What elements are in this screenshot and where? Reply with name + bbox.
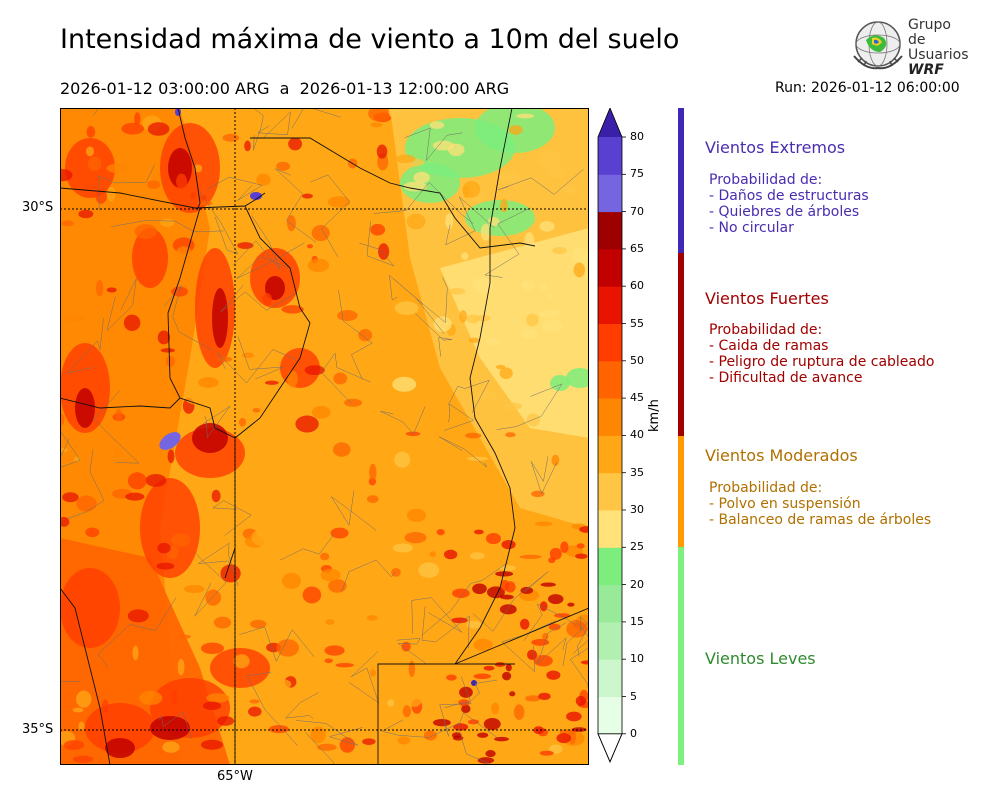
colorbar	[597, 108, 626, 763]
category-title-fuertes: Vientos Fuertes	[705, 289, 829, 308]
category-line: - Quiebres de árboles	[709, 204, 860, 220]
colorbar-tick-label: 15	[630, 614, 644, 628]
category-bar-fuertes	[678, 253, 684, 436]
lat-label-35s: 35°S	[22, 722, 54, 737]
colorbar-extend-min	[597, 733, 623, 763]
colorbar-tick-label: 70	[630, 204, 644, 218]
category-line: - Caida de ramas	[709, 338, 829, 354]
category-text-extremos: Probabilidad de: - Daños de estructuras …	[709, 172, 869, 236]
map-frame	[60, 108, 589, 765]
colorbar-bin	[598, 472, 622, 511]
wrf-logo: Grupo de Usuarios WRF	[850, 17, 970, 78]
lat-label-30s: 30°S	[22, 200, 54, 215]
colorbar-tick-label: 5	[630, 689, 637, 703]
category-bar-moderados	[678, 436, 684, 547]
colorbar-bin	[598, 137, 622, 175]
category-line: - Balanceo de ramas de árboles	[709, 512, 932, 528]
colorbar-bin	[598, 621, 622, 660]
map-title: Intensidad máxima de viento a 10m del su…	[60, 24, 680, 55]
logo-line-3: WRF	[908, 62, 944, 78]
colorbar-tick-label: 45	[630, 391, 644, 405]
run-time: Run: 2026-01-12 06:00:00	[775, 80, 960, 96]
category-title-moderados: Vientos Moderados	[705, 446, 858, 465]
wind-field	[60, 108, 589, 765]
colorbar-bin	[598, 696, 622, 735]
colorbar-bin	[598, 510, 622, 548]
category-line: Probabilidad de:	[709, 480, 823, 496]
category-line: - Daños de estructuras	[709, 188, 869, 204]
colorbar-bin	[598, 659, 622, 697]
colorbar-bin	[598, 547, 622, 586]
department-boundaries	[60, 108, 589, 765]
wind-map	[60, 108, 589, 765]
category-text-moderados: Probabilidad de: - Polvo en suspensión -…	[709, 480, 931, 528]
logo-line-1: Grupo de	[908, 17, 951, 48]
colorbar-bin	[598, 248, 622, 287]
lon-label-65w: 65°W	[217, 769, 253, 784]
category-line: Probabilidad de:	[709, 172, 823, 188]
colorbar-tick-label: 60	[630, 279, 644, 293]
colorbar-tick-label: 75	[630, 167, 644, 181]
colorbar-bin	[598, 360, 622, 399]
category-title-extremos: Vientos Extremos	[705, 138, 846, 157]
category-line: - Dificultad de avance	[709, 370, 863, 386]
globe-logo-icon	[853, 21, 903, 70]
colorbar-tick-label: 80	[630, 130, 644, 143]
colorbar-tick-label: 35	[630, 465, 644, 479]
category-bar-leves	[678, 547, 684, 765]
colorbar-tick-label: 65	[630, 241, 644, 255]
colorbar-tick-label: 20	[630, 577, 644, 591]
colorbar-tick-label: 40	[630, 428, 644, 442]
category-line: Probabilidad de:	[709, 322, 823, 338]
logo-line-2: Usuarios	[908, 47, 969, 63]
category-line: - Polvo en suspensión	[709, 496, 861, 512]
colorbar-tick-label: 55	[630, 316, 644, 330]
colorbar-tick-label: 25	[630, 540, 644, 554]
category-line: - No circular	[709, 220, 794, 236]
category-bar-extremos	[678, 108, 684, 253]
graticule	[60, 108, 589, 765]
category-line: - Peligro de ruptura de cableado	[709, 354, 935, 370]
colorbar-bin	[598, 174, 622, 213]
category-text-fuertes: Probabilidad de: - Caida de ramas - Peli…	[709, 322, 934, 386]
province-borders	[60, 108, 589, 765]
colorbar-tick-label: 30	[630, 503, 644, 516]
colorbar-bin	[598, 398, 622, 436]
colorbar-bin	[598, 584, 622, 623]
valid-period: 2026-01-12 03:00:00 ARG a 2026-01-13 12:…	[60, 79, 510, 98]
colorbar-extend-max	[598, 108, 622, 137]
colorbar-bin	[598, 211, 622, 250]
colorbar-tick-label: 10	[630, 652, 644, 666]
colorbar-bin	[598, 286, 622, 324]
colorbar-tick-label: 50	[630, 353, 644, 367]
colorbar-bin	[598, 323, 622, 362]
colorbar-unit: km/h	[647, 399, 662, 432]
colorbar-bin	[598, 435, 622, 474]
category-title-leves: Vientos Leves	[705, 649, 816, 668]
colorbar-tick-label: 0	[630, 726, 637, 740]
